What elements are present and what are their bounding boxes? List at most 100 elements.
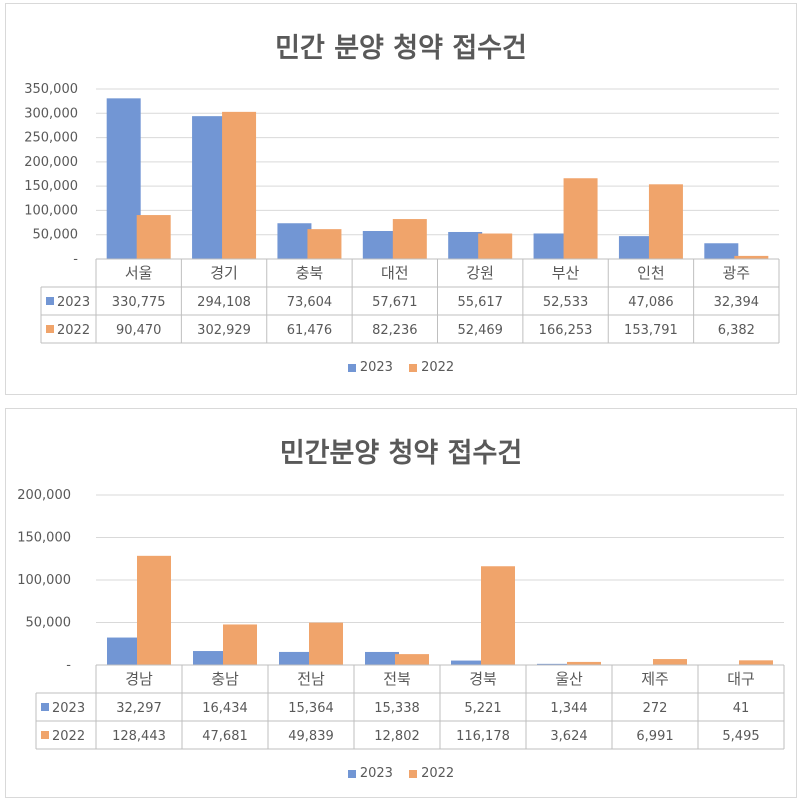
legend-label: 2022 (421, 360, 455, 375)
bar-2023-4 (451, 660, 485, 665)
bar-2023-3 (365, 651, 399, 665)
bar-2023-1 (192, 116, 227, 259)
bar-2022-6 (653, 659, 687, 665)
y-tick-label: 150,000 (17, 531, 71, 546)
data-label: 52,533 (543, 295, 589, 310)
category-label: 울산 (555, 670, 583, 688)
table-series-name: 2022 (57, 323, 90, 338)
data-label: 32,394 (714, 295, 760, 310)
y-tick-label: 50,000 (26, 616, 72, 631)
bar-2022-7 (739, 660, 773, 665)
y-tick-label: 100,000 (24, 203, 78, 218)
bar-2023-0 (107, 637, 141, 665)
data-label: 153,791 (624, 323, 678, 338)
data-label: 294,108 (197, 295, 251, 310)
legend-item-2022: 2022 (409, 360, 454, 375)
legend: 2023 2022 (6, 360, 796, 376)
bar-2023-3 (362, 230, 397, 259)
category-label: 제주 (641, 670, 669, 688)
data-label: 73,604 (287, 295, 333, 310)
bar-2022-3 (395, 654, 429, 665)
data-label: 47,086 (628, 295, 674, 310)
data-label: 5,221 (464, 701, 501, 716)
legend-swatch-2023 (347, 363, 356, 372)
table-series-name: 2023 (52, 701, 85, 716)
chart-panel-bottom: 민간분양 청약 접수건 - 50,000 100,000 150,000 200,000… (5, 408, 797, 798)
bar-2022-1 (223, 624, 257, 665)
y-tick-label: 200,000 (24, 155, 78, 170)
table-legend-key-2023 (41, 703, 49, 711)
data-label: 82,236 (372, 323, 418, 338)
bar-2022-2 (307, 229, 342, 259)
legend-item-2022: 2022 (409, 766, 454, 781)
bar-2022-2 (309, 622, 343, 665)
data-label: 128,443 (112, 729, 166, 744)
legend-label: 2023 (359, 766, 393, 781)
chart-panel-top: 민간 분양 청약 접수건 - 50,000 100,000 150,000 200,00… (5, 3, 797, 395)
legend-label: 2022 (421, 766, 455, 781)
category-label: 경기 (210, 264, 238, 282)
table-legend-key-2023 (46, 297, 54, 305)
bar-2022-0 (136, 215, 171, 259)
bar-2022-5 (563, 178, 598, 259)
bar-2023-0 (106, 98, 141, 259)
data-label: 55,617 (457, 295, 503, 310)
bar-2022-4 (481, 566, 515, 665)
data-label: 16,434 (202, 701, 248, 716)
data-label: 1,344 (550, 701, 587, 716)
category-label: 강원 (466, 264, 494, 282)
bar-2023-4 (448, 231, 483, 259)
data-label: 32,297 (116, 701, 162, 716)
chart-title: 민간분양 청약 접수건 (279, 438, 523, 469)
data-label: 90,470 (116, 323, 162, 338)
data-label: 116,178 (456, 729, 510, 744)
y-tick-label: 200,000 (17, 488, 71, 503)
data-label: 61,476 (287, 323, 333, 338)
category-label: 경남 (125, 670, 153, 688)
chart-title: 민간 분양 청약 접수건 (275, 33, 527, 64)
data-label: 12,802 (374, 729, 420, 744)
bar-2022-0 (137, 555, 171, 665)
bar-2023-2 (277, 223, 312, 259)
data-label: 52,469 (457, 323, 503, 338)
category-label: 충북 (296, 264, 324, 282)
data-label: 57,671 (372, 295, 418, 310)
y-tick-label: 100,000 (17, 573, 71, 588)
category-label: 부산 (552, 264, 580, 282)
bar-2023-6 (618, 236, 653, 259)
data-label: 47,681 (202, 729, 248, 744)
category-label: 전남 (297, 670, 325, 688)
data-label: 5,495 (722, 729, 759, 744)
bar-chart-bottom: - 50,000 100,000 150,000 200,000 경남 충남 전남 전북 경북 울산… (17, 488, 785, 750)
data-label: 3,624 (550, 729, 587, 744)
y-tick-label: 50,000 (33, 228, 79, 243)
legend-swatch-2022 (409, 769, 418, 778)
y-tick-label: 150,000 (24, 179, 78, 194)
table-legend-key-2022 (41, 731, 49, 739)
data-label: 302,929 (197, 323, 251, 338)
data-label: 330,775 (112, 295, 166, 310)
y-tick-label: 300,000 (24, 106, 78, 121)
data-label: 6,991 (636, 729, 673, 744)
bar-2022-7 (734, 255, 769, 259)
category-label: 대전 (381, 264, 409, 282)
category-label: 전북 (383, 670, 411, 688)
data-label: 272 (643, 701, 668, 716)
y-tick-label: 250,000 (24, 131, 78, 146)
legend: 2023 2022 (6, 766, 796, 782)
bar-2023-1 (193, 651, 227, 665)
table-legend-key-2022 (46, 325, 54, 333)
data-label: 166,253 (539, 323, 593, 338)
bar-chart-top: - 50,000 100,000 150,000 200,000 250,000 300,0… (24, 82, 780, 344)
category-label: 충남 (211, 670, 239, 688)
legend-item-2023: 2023 (347, 766, 393, 781)
category-label: 광주 (723, 264, 751, 282)
category-label: 대구 (727, 670, 755, 688)
category-label: 인천 (637, 264, 665, 282)
bar-2023-7 (704, 243, 739, 259)
data-label: 15,338 (374, 701, 420, 716)
table-series-name: 2023 (57, 295, 90, 310)
category-label: 서울 (125, 264, 153, 282)
bar-2022-4 (478, 233, 513, 259)
bar-2023-5 (537, 663, 571, 665)
